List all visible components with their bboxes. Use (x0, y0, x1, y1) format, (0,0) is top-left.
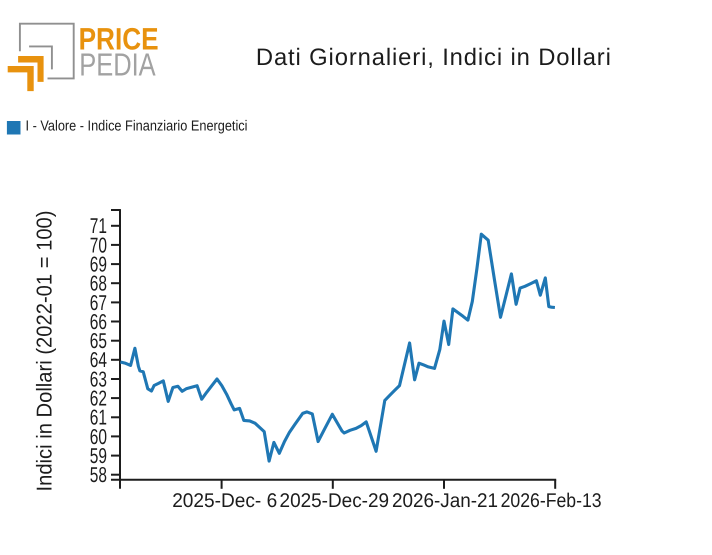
svg-text:61: 61 (90, 406, 107, 430)
svg-text:65: 65 (90, 329, 107, 353)
svg-text:2025-Dec-29: 2025-Dec-29 (280, 490, 390, 512)
svg-text:63: 63 (90, 367, 107, 391)
svg-text:68: 68 (90, 272, 107, 296)
svg-text:PRICE: PRICE (79, 21, 159, 56)
svg-text:I - Valore - Indice Finanziari: I - Valore - Indice Finanziario Energeti… (26, 118, 248, 134)
svg-text:Indici in Dollari (2022-01 = 1: Indici in Dollari (2022-01 = 100) (33, 211, 57, 492)
svg-text:62: 62 (90, 387, 107, 411)
svg-text:2026-Feb-13: 2026-Feb-13 (501, 490, 602, 512)
svg-text:69: 69 (90, 253, 107, 277)
svg-text:Dati Giornalieri, Indici in Do: Dati Giornalieri, Indici in Dollari (256, 44, 611, 71)
svg-text:66: 66 (90, 310, 107, 334)
svg-text:71: 71 (90, 214, 107, 238)
svg-text:58: 58 (90, 463, 107, 487)
svg-text:2026-Jan-21: 2026-Jan-21 (392, 490, 498, 512)
svg-text:59: 59 (90, 444, 107, 468)
svg-text:2025-Dec- 6: 2025-Dec- 6 (172, 490, 277, 512)
svg-text:70: 70 (90, 233, 107, 257)
svg-text:67: 67 (90, 291, 107, 315)
svg-text:PEDIA: PEDIA (79, 47, 156, 83)
svg-text:60: 60 (90, 425, 107, 449)
svg-text:64: 64 (90, 348, 107, 372)
